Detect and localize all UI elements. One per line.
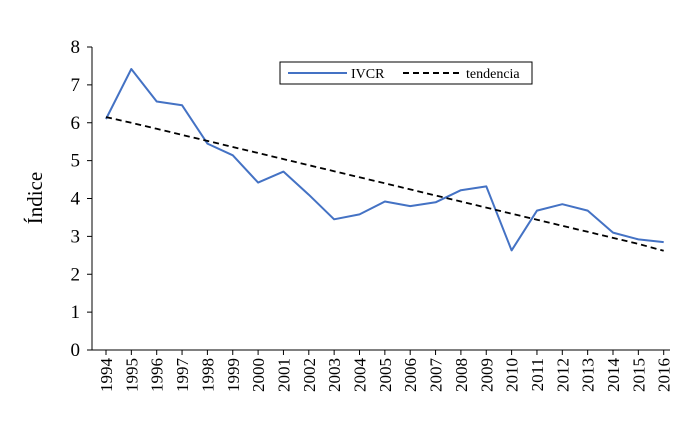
x-tick-label: 1996 [148,358,167,392]
legend: IVCR tendencia [279,61,533,85]
x-tick-label: 2010 [503,358,522,392]
data-point-tendencia [435,194,437,196]
x-tick-label: 2008 [452,358,471,392]
x-tick-label: 1995 [122,358,141,392]
y-tick-label: 4 [71,189,81,210]
y-tick-label: 1 [71,302,81,323]
y-tick-label: 6 [71,113,81,134]
data-point-tendencia [181,134,183,136]
x-tick-label: 2013 [579,358,598,392]
data-point-tendencia [561,225,563,227]
y-tick-label: 3 [71,226,81,247]
axes: 0 1 2 3 4 5 6 7 8 1994 1995 1996 1997 1998 1999 2000 200… [71,37,674,392]
y-tick-label: 7 [71,75,81,96]
series-line-tendencia [105,116,664,252]
data-point-tendencia [511,213,513,215]
y-axis-label: Índice [23,172,47,224]
x-tick-label: 2011 [528,358,547,391]
data-point-tendencia [637,243,639,245]
x-tick-label: 2004 [351,358,370,393]
x-tick-label: 1999 [224,358,243,392]
legend-label-tendencia: tendencia [466,67,520,82]
y-tick-label: 2 [71,264,81,285]
x-tick-label: 2009 [477,358,496,392]
x-tick-label: 2006 [401,358,420,392]
data-point-tendencia [308,164,310,166]
x-tick-label: 2012 [553,358,572,392]
x-tick-label: 2015 [629,358,648,392]
x-tick-label: 2001 [274,358,293,392]
x-tick-label: 2016 [655,358,674,392]
series-layer [105,68,664,252]
y-tick-label: 5 [71,151,81,172]
x-tick-label: 2003 [325,358,344,392]
x-tick-label: 2014 [604,358,623,393]
x-tick-label: 1998 [198,358,217,392]
x-tick-label: 2002 [300,358,319,392]
y-tick-label: 8 [71,37,81,58]
x-tick-label: 2007 [427,358,446,393]
x-tick-label: 1994 [97,358,116,393]
x-tick-label: 2000 [249,358,268,392]
legend-label-ivcr: IVCR [351,67,385,82]
x-tick-label: 1997 [173,358,192,393]
x-tick-label: 2005 [376,358,395,392]
series-line-ivcr [105,68,664,252]
y-tick-label: 0 [71,340,81,361]
